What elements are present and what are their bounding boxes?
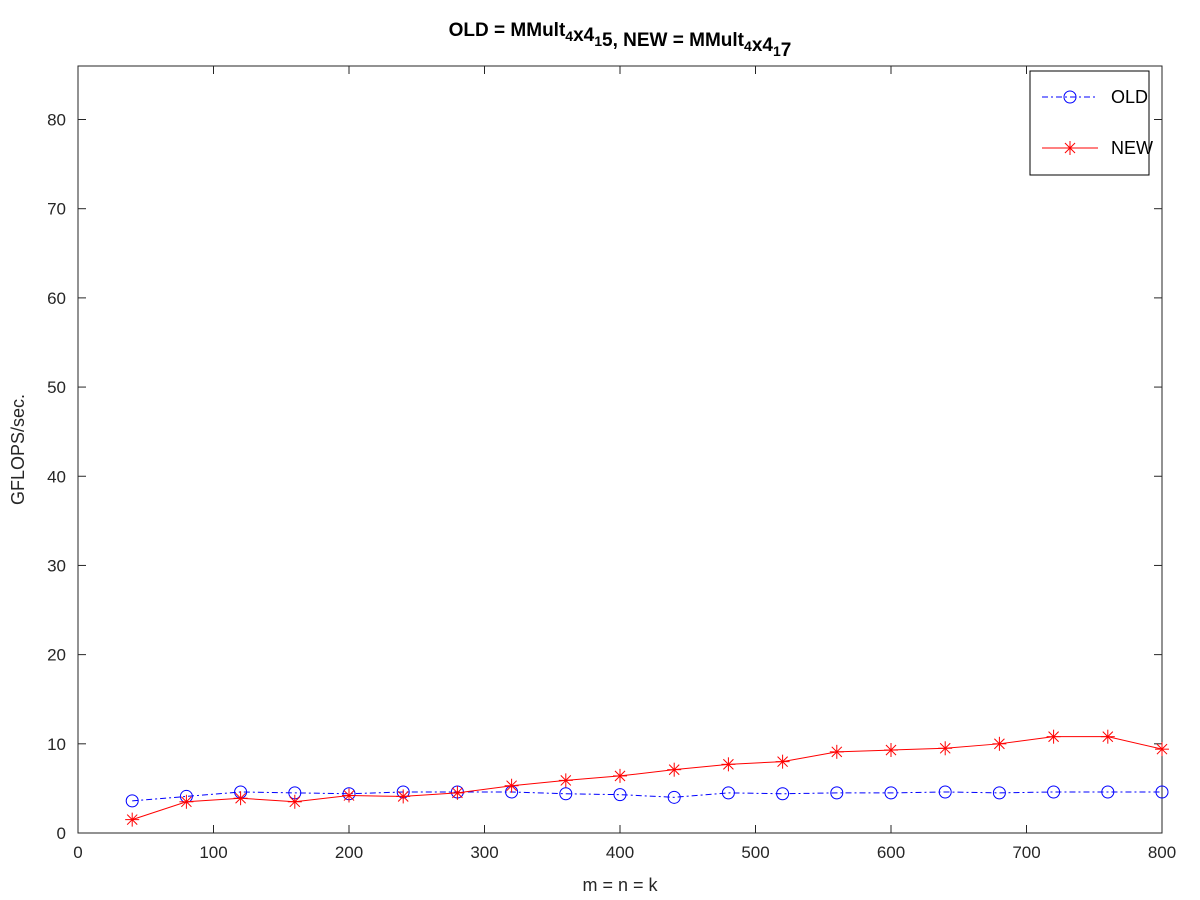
data-point-new: [1100, 729, 1115, 744]
data-point-new: [342, 788, 356, 803]
data-point-new: [504, 778, 519, 793]
data-point-old: [884, 786, 898, 800]
x-tick-label: 700: [1012, 843, 1040, 862]
data-point-new: [938, 741, 953, 756]
y-tick-label: 0: [57, 824, 66, 843]
x-tick-label: 200: [335, 843, 363, 862]
legend-item-old: OLD: [1042, 87, 1148, 107]
data-point-old: [992, 786, 1006, 800]
data-point-new: [775, 754, 790, 769]
legend-box: [1029, 70, 1150, 176]
data-point-old: [1155, 785, 1169, 799]
y-tick-label: 50: [47, 378, 66, 397]
x-tick-label: 400: [606, 843, 634, 862]
data-point-old: [721, 786, 735, 800]
series-layer: [125, 729, 1169, 827]
data-point-new: [233, 791, 248, 806]
data-point-old: [830, 786, 844, 800]
x-tick-label: 100: [199, 843, 227, 862]
data-point-old: [125, 794, 139, 808]
data-point-new: [450, 785, 465, 800]
x-tick-label: 0: [73, 843, 82, 862]
data-point-old: [613, 788, 627, 802]
plot-frame: [77, 65, 1163, 834]
series-line-new: [132, 736, 1163, 821]
data-point-new: [125, 812, 140, 827]
data-point-new: [884, 743, 898, 758]
legend-label: NEW: [1111, 138, 1153, 158]
data-point-old: [1101, 785, 1115, 799]
x-axis-label: m = n = k: [582, 875, 658, 895]
legend-marker: [1063, 90, 1077, 104]
data-point-old: [776, 787, 790, 801]
data-point-new: [558, 773, 573, 788]
data-point-new: [721, 757, 736, 772]
data-point-new: [667, 762, 682, 777]
series-old: [125, 785, 1169, 808]
y-tick-label: 80: [47, 111, 66, 130]
legend-label: OLD: [1111, 87, 1148, 107]
y-tick-label: 20: [47, 646, 66, 665]
legend-marker: [1063, 141, 1077, 155]
data-point-old: [559, 787, 573, 801]
x-tick-label: 600: [877, 843, 905, 862]
y-tick-label: 30: [47, 556, 66, 575]
y-tick-label: 70: [47, 200, 66, 219]
series-line-old: [132, 791, 1162, 802]
y-tick-label: 10: [47, 735, 66, 754]
x-axis: 0 100 200 300 400 500 600 700 800: [73, 66, 1176, 862]
data-point-new: [287, 794, 302, 809]
x-tick-label: 500: [741, 843, 769, 862]
data-point-new: [992, 736, 1007, 751]
chart-title: OLD = MMult4x415, NEW = MMult4x417: [449, 20, 792, 61]
plot-area: [77, 65, 1163, 834]
data-point-new: [613, 768, 627, 783]
y-tick-label: 60: [47, 289, 66, 308]
series-new: [125, 729, 1169, 827]
y-axis: 0 10 20 30 40 50 60 70 80: [47, 111, 1162, 843]
data-point-old: [938, 785, 952, 799]
legend-item-new: NEW: [1042, 138, 1153, 158]
data-point-new: [1046, 729, 1061, 744]
legend: OLD NEW: [1029, 70, 1153, 176]
x-tick-label: 300: [470, 843, 498, 862]
x-tick-label: 800: [1148, 843, 1176, 862]
data-point-old: [1047, 785, 1061, 799]
y-tick-label: 40: [47, 467, 66, 486]
data-point-old: [667, 790, 681, 804]
data-point-new: [829, 744, 844, 759]
data-point-new: [396, 789, 411, 804]
data-point-new: [179, 794, 194, 809]
y-axis-label: GFLOPS/sec.: [8, 394, 28, 505]
data-point-new: [1155, 742, 1169, 757]
